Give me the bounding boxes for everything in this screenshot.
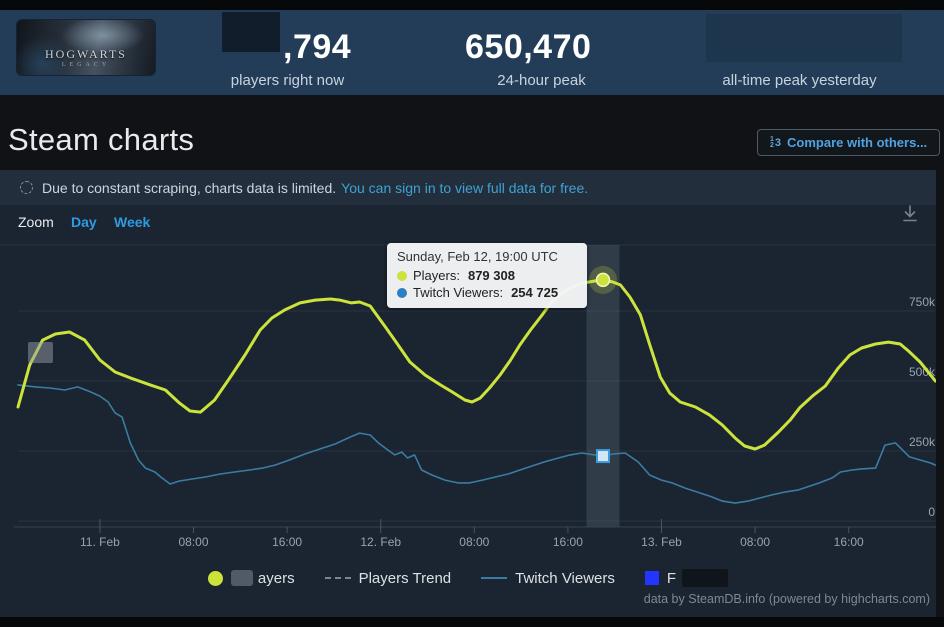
notice-text: Due to constant scraping, charts data is… [42, 179, 337, 196]
series-color-dot [397, 270, 407, 281]
zoom-controls: Zoom Day Week [0, 210, 936, 238]
legend-label: ayers [257, 569, 295, 587]
tooltip-title: Sunday, Feb 12, 19:00 UTC [397, 249, 558, 264]
legend-item-players-trend[interactable]: Players Trend [324, 569, 452, 587]
censor-blob [682, 569, 729, 587]
tooltip-row: Players: 879 308 [397, 267, 577, 284]
legend-item-twitch-viewers[interactable]: Twitch Viewers [481, 570, 615, 587]
legend-item-ayers[interactable]: ayers [207, 569, 295, 587]
tooltip-series-label: Twitch Viewers: [413, 285, 504, 300]
legend-swatch-dash [324, 577, 351, 579]
game-logo-text: HOGWARTS [45, 47, 127, 61]
alltime-peak-label: all-time peak yesterday [722, 72, 877, 89]
legend-label: F [666, 569, 677, 587]
x-axis-label: 12. Feb [360, 535, 401, 549]
twitch-viewers-line [17, 384, 937, 504]
y-axis-label: 250k [909, 435, 936, 449]
legend-label: Twitch Viewers [515, 569, 615, 587]
chart-panel: Due to constant scraping, charts data is… [0, 170, 937, 617]
zoom-option-week[interactable]: Week [114, 214, 151, 230]
top-black-strip [0, 0, 944, 10]
legend-swatch-line [481, 577, 508, 579]
x-axis-label: 08:00 [459, 535, 489, 549]
x-axis-label: 16:00 [553, 535, 583, 549]
page-title: Steam charts [8, 122, 195, 157]
legend-swatch-square [644, 571, 659, 585]
players-hover-marker [595, 272, 611, 288]
x-axis-label: 08:00 [178, 535, 208, 549]
sign-in-link[interactable]: You can sign in to view full data for fr… [341, 179, 589, 196]
data-limited-notice: Due to constant scraping, charts data is… [0, 170, 936, 205]
tooltip-row: Twitch Viewers: 254 725 [397, 284, 577, 301]
zoom-label: Zoom [18, 214, 54, 230]
y-axis-label: 0 [928, 505, 935, 519]
chart-legend: ayers Players Trend Twitch Viewers F [0, 563, 936, 593]
censored-current-players-digits [222, 12, 280, 52]
x-axis-label: 16:00 [834, 535, 864, 549]
x-axis-label: 08:00 [740, 535, 770, 549]
chart-credit: data by SteamDB.info (powered by highcha… [643, 592, 930, 606]
legend-swatch-circle [207, 570, 223, 586]
censored-alltime-peak-value [706, 14, 902, 62]
tooltip-series-label: Players: [413, 268, 460, 283]
bottom-black-strip [0, 617, 944, 627]
players-chart[interactable]: 750k 500k 250k 0 11. Feb 08:00 16:00 12. Feb 08:… [0, 240, 937, 560]
censor-blob [230, 570, 253, 586]
dashed-circle-icon [20, 181, 33, 194]
current-players-label: players right now [230, 72, 345, 89]
peak-24h-value: 650,470 [465, 28, 592, 66]
compare-with-others-button[interactable]: 1 2 3 Compare with others... [757, 129, 941, 156]
legend-label: Players Trend [358, 569, 452, 587]
compare-numbers-icon: 1 2 3 [770, 135, 782, 149]
twitch-hover-marker [596, 449, 610, 464]
players-line [16, 278, 937, 451]
tooltip-series-value: 879 308 [467, 268, 515, 283]
crosshair-band [586, 245, 620, 527]
series-color-dot [397, 287, 407, 298]
game-logo-subtext: LEGACY [61, 62, 111, 68]
game-capsule-image[interactable]: HOGWARTS LEGACY [17, 20, 155, 75]
legend-item-f[interactable]: F [644, 569, 729, 587]
compare-button-label: Compare with others... [787, 135, 928, 150]
zoom-option-day[interactable]: Day [71, 214, 97, 230]
x-axis-label: 13. Feb [641, 535, 682, 549]
x-axis-label: 16:00 [272, 535, 302, 549]
chart-tooltip: Sunday, Feb 12, 19:00 UTC Players: 879 30… [387, 243, 587, 308]
x-axis-label: 11. Feb [80, 535, 120, 549]
tooltip-series-value: 254 725 [511, 285, 559, 300]
download-chart-icon[interactable] [899, 203, 921, 225]
peak-24h-label: 24-hour peak [497, 72, 586, 89]
watermark-blob [28, 342, 53, 363]
current-players-value: ,794 [283, 28, 352, 66]
header-stats-bar: HOGWARTS LEGACY ,794 players right now 6… [0, 10, 944, 95]
y-axis-label: 750k [909, 295, 936, 309]
